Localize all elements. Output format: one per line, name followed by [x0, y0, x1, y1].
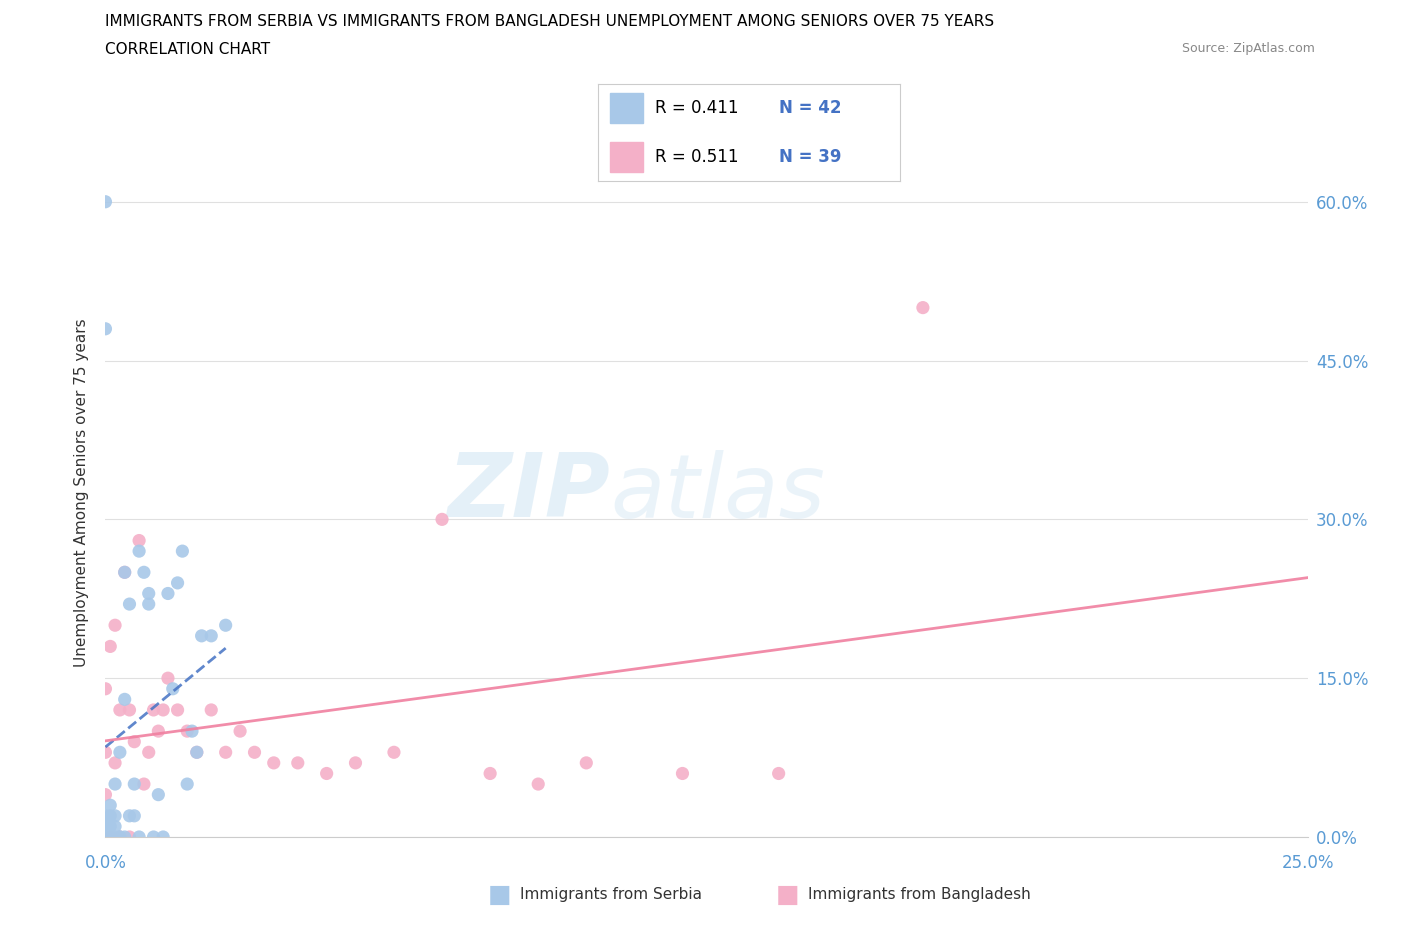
Point [190, 629, 212, 644]
Point [98, 798, 121, 813]
Point [138, 745, 160, 760]
Point [108, 830, 131, 844]
Text: IMMIGRANTS FROM SERBIA VS IMMIGRANTS FROM BANGLADESH UNEMPLOYMENT AMONG SENIORS : IMMIGRANTS FROM SERBIA VS IMMIGRANTS FRO… [105, 14, 994, 29]
Point [94, 322, 117, 337]
Text: Immigrants from Bangladesh: Immigrants from Bangladesh [808, 887, 1031, 902]
Point [200, 629, 222, 644]
Point [94, 682, 117, 697]
Point [108, 745, 131, 760]
Point [118, 702, 141, 717]
Point [104, 830, 127, 844]
Point [124, 808, 146, 823]
Point [156, 671, 179, 685]
Text: ZIP: ZIP [447, 449, 610, 537]
Point [768, 766, 790, 781]
Point [287, 755, 309, 770]
Point [166, 702, 188, 717]
Point [98, 830, 121, 844]
Point [344, 755, 367, 770]
Point [94, 808, 117, 823]
Point [527, 777, 550, 791]
Point [132, 777, 155, 791]
Point [98, 830, 121, 844]
Point [104, 819, 127, 834]
Point [181, 724, 204, 738]
Point [118, 808, 141, 823]
Text: atlas: atlas [610, 450, 825, 536]
Point [138, 586, 160, 601]
Point [114, 830, 136, 844]
Point [430, 512, 453, 526]
Point [124, 735, 146, 750]
Point [114, 565, 136, 579]
Point [94, 194, 117, 209]
Point [229, 724, 252, 738]
Text: Immigrants from Serbia: Immigrants from Serbia [520, 887, 702, 902]
Point [98, 830, 121, 844]
Text: Source: ZipAtlas.com: Source: ZipAtlas.com [1181, 42, 1315, 55]
Y-axis label: Unemployment Among Seniors over 75 years: Unemployment Among Seniors over 75 years [75, 319, 90, 667]
Point [243, 745, 266, 760]
Point [479, 766, 502, 781]
Text: 25.0%: 25.0% [1281, 854, 1334, 872]
Point [114, 565, 136, 579]
Text: ■: ■ [776, 883, 799, 907]
Point [148, 724, 170, 738]
Point [128, 533, 150, 548]
Point [104, 618, 127, 632]
Point [382, 745, 405, 760]
Point [108, 702, 131, 717]
Point [148, 787, 170, 802]
Point [176, 777, 198, 791]
Text: CORRELATION CHART: CORRELATION CHART [105, 42, 270, 57]
Point [911, 300, 934, 315]
Point [186, 745, 208, 760]
Point [118, 830, 141, 844]
Point [162, 682, 184, 697]
Point [186, 745, 208, 760]
Text: R = 0.511: R = 0.511 [655, 148, 738, 166]
Point [98, 819, 121, 834]
Point [263, 755, 285, 770]
Point [98, 808, 121, 823]
Point [138, 597, 160, 612]
Point [108, 830, 131, 844]
Point [94, 830, 117, 844]
Point [172, 544, 194, 559]
Bar [610, 142, 643, 172]
Point [152, 702, 174, 717]
Point [128, 544, 150, 559]
Point [575, 755, 598, 770]
Point [152, 830, 174, 844]
Point [104, 755, 127, 770]
Point [315, 766, 337, 781]
Point [108, 830, 131, 844]
Point [142, 702, 165, 717]
Point [166, 576, 188, 591]
Text: ■: ■ [488, 883, 510, 907]
Point [118, 597, 141, 612]
Point [128, 830, 150, 844]
Point [200, 702, 222, 717]
Bar [610, 93, 643, 123]
Point [94, 787, 117, 802]
Point [114, 692, 136, 707]
Point [98, 639, 121, 654]
Point [176, 724, 198, 738]
Point [214, 618, 236, 632]
Text: N = 42: N = 42 [779, 100, 841, 117]
Point [132, 565, 155, 579]
Point [156, 586, 179, 601]
Point [94, 745, 117, 760]
Text: 0.0%: 0.0% [84, 854, 127, 872]
Point [142, 830, 165, 844]
Point [104, 777, 127, 791]
Point [671, 766, 693, 781]
Text: N = 39: N = 39 [779, 148, 841, 166]
Point [214, 745, 236, 760]
Point [124, 777, 146, 791]
Point [104, 808, 127, 823]
Point [94, 819, 117, 834]
Text: R = 0.411: R = 0.411 [655, 100, 738, 117]
